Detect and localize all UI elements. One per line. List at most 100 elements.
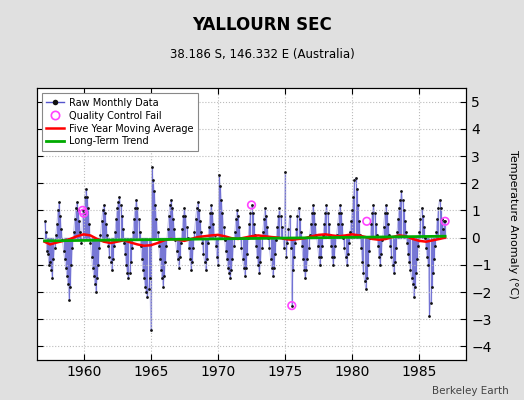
Point <box>94 262 102 268</box>
Point <box>265 245 274 252</box>
Point <box>245 221 254 227</box>
Point <box>194 199 202 206</box>
Text: Berkeley Earth: Berkeley Earth <box>432 386 508 396</box>
Point <box>432 229 440 235</box>
Point <box>343 262 351 268</box>
Point <box>271 251 279 257</box>
Point <box>50 245 59 252</box>
Point <box>248 210 257 216</box>
Point <box>388 262 397 268</box>
Point <box>264 234 272 241</box>
Point <box>149 177 157 184</box>
Point <box>121 251 129 257</box>
Point <box>51 232 60 238</box>
Point <box>49 256 58 262</box>
Point <box>162 242 171 249</box>
Point <box>278 224 286 230</box>
Point <box>401 218 409 224</box>
Point <box>178 226 187 233</box>
Point <box>255 270 264 276</box>
Point <box>104 242 113 249</box>
Point <box>425 313 434 320</box>
Point <box>395 204 403 211</box>
Point <box>205 224 213 230</box>
Point <box>189 245 198 252</box>
Point <box>407 275 416 282</box>
Point <box>438 215 446 222</box>
Point <box>411 283 419 290</box>
Point <box>309 202 317 208</box>
Point <box>324 221 333 227</box>
Point <box>339 234 347 241</box>
Point <box>184 245 193 252</box>
Point <box>303 256 312 262</box>
Point <box>48 275 57 282</box>
Point <box>168 204 176 211</box>
Point <box>135 229 144 235</box>
Point <box>80 210 88 216</box>
Point <box>139 267 147 274</box>
Point <box>389 270 398 276</box>
Point <box>262 213 270 219</box>
Point <box>372 221 380 227</box>
Point <box>429 270 437 276</box>
Point <box>209 221 217 227</box>
Point <box>288 302 296 309</box>
Point <box>412 270 420 276</box>
Point <box>176 254 184 260</box>
Point <box>81 194 89 200</box>
Point <box>384 221 392 227</box>
Point <box>190 229 199 235</box>
Point <box>155 242 163 249</box>
Point <box>338 221 346 227</box>
Point <box>55 199 63 206</box>
Point <box>301 275 309 282</box>
Point <box>220 224 228 230</box>
Point <box>250 232 259 238</box>
Point <box>192 204 201 211</box>
Point <box>281 169 289 176</box>
Point <box>217 196 225 203</box>
Point <box>353 186 361 192</box>
Point <box>413 256 421 262</box>
Point <box>441 218 449 224</box>
Point <box>261 204 269 211</box>
Point <box>330 254 339 260</box>
Point <box>74 207 82 214</box>
Point <box>146 275 154 282</box>
Point <box>290 254 298 260</box>
Point <box>292 226 300 233</box>
Point <box>88 254 96 260</box>
Point <box>308 210 316 216</box>
Point <box>111 229 119 235</box>
Point <box>142 289 150 295</box>
Point <box>232 215 240 222</box>
Point <box>361 278 369 284</box>
Point <box>200 259 209 265</box>
Point <box>298 242 306 249</box>
Point <box>145 286 153 292</box>
Point <box>344 251 352 257</box>
Point <box>399 207 408 214</box>
Point <box>247 202 256 208</box>
Point <box>174 264 183 271</box>
Point <box>280 245 288 252</box>
Point <box>259 215 268 222</box>
Point <box>201 267 210 274</box>
Point <box>148 164 156 170</box>
Point <box>114 199 123 206</box>
Point <box>126 259 135 265</box>
Point <box>75 218 83 224</box>
Point <box>57 226 66 233</box>
Point <box>299 256 307 262</box>
Point <box>383 210 391 216</box>
Point <box>152 215 160 222</box>
Point <box>397 188 406 194</box>
Point <box>113 204 122 211</box>
Point <box>160 272 168 279</box>
Point <box>345 240 353 246</box>
Point <box>101 210 109 216</box>
Point <box>284 226 292 233</box>
Point <box>103 232 112 238</box>
Point <box>47 267 56 274</box>
